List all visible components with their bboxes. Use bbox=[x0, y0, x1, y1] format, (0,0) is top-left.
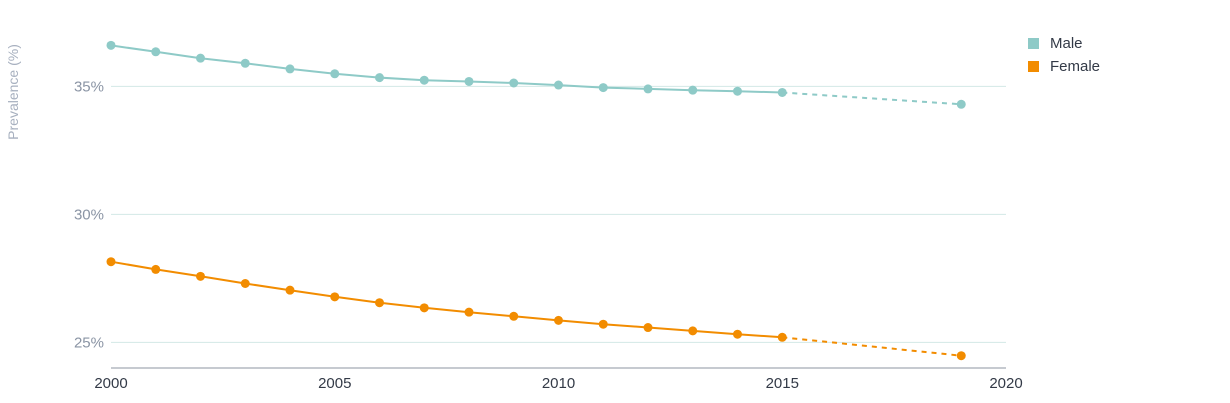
data-point-female[interactable] bbox=[643, 323, 653, 333]
data-point-male[interactable] bbox=[285, 64, 295, 74]
x-tick-label: 2015 bbox=[766, 375, 799, 392]
projection-point-male[interactable] bbox=[956, 99, 966, 109]
data-point-female[interactable] bbox=[330, 292, 340, 302]
y-axis-label: Prevalence (%) bbox=[5, 44, 21, 140]
legend-swatch-female bbox=[1028, 61, 1039, 72]
legend-label-male: Male bbox=[1050, 35, 1083, 52]
data-point-male[interactable] bbox=[733, 86, 742, 96]
data-point-female[interactable] bbox=[777, 332, 787, 342]
data-point-male[interactable] bbox=[598, 83, 608, 93]
data-point-female[interactable] bbox=[151, 264, 161, 274]
data-point-male[interactable] bbox=[240, 58, 250, 68]
data-point-male[interactable] bbox=[375, 73, 384, 83]
series-line-male bbox=[110, 44, 783, 94]
series-male bbox=[106, 40, 966, 109]
series-line-female bbox=[110, 260, 783, 339]
data-point-male[interactable] bbox=[330, 69, 340, 79]
data-point-female[interactable] bbox=[554, 315, 563, 325]
data-point-female[interactable] bbox=[733, 329, 742, 339]
data-point-female[interactable] bbox=[285, 285, 295, 295]
x-tick-label: 2010 bbox=[542, 375, 575, 392]
series-female bbox=[106, 257, 966, 361]
legend-swatch-male bbox=[1028, 38, 1039, 49]
y-tick-label: 35% bbox=[74, 78, 104, 95]
legend-item-female[interactable]: Female bbox=[1028, 55, 1100, 78]
data-point-male[interactable] bbox=[509, 78, 519, 88]
data-point-female[interactable] bbox=[240, 279, 250, 288]
data-point-male[interactable] bbox=[777, 87, 787, 97]
legend-label-female: Female bbox=[1050, 58, 1101, 75]
data-point-male[interactable] bbox=[688, 85, 698, 95]
projection-line-male bbox=[782, 91, 962, 106]
x-tick-label: 2005 bbox=[318, 375, 351, 392]
legend: Male Female bbox=[1028, 32, 1100, 78]
gridlines bbox=[111, 85, 1006, 343]
projection-point-female[interactable] bbox=[956, 351, 966, 361]
data-point-male[interactable] bbox=[196, 53, 205, 63]
y-tick-label: 25% bbox=[74, 334, 104, 351]
x-tick-label: 2020 bbox=[989, 375, 1022, 392]
data-point-male[interactable] bbox=[106, 40, 116, 50]
data-point-female[interactable] bbox=[375, 298, 384, 308]
data-point-female[interactable] bbox=[598, 319, 608, 329]
legend-item-male[interactable]: Male bbox=[1028, 32, 1100, 55]
data-point-female[interactable] bbox=[106, 257, 116, 267]
data-point-female[interactable] bbox=[196, 271, 205, 281]
axes: 25% 30% 35% 2000 2005 2010 2015 2020 bbox=[74, 78, 1023, 392]
data-point-male[interactable] bbox=[464, 76, 474, 86]
projection-line-female bbox=[782, 336, 962, 357]
data-point-male[interactable] bbox=[419, 75, 429, 85]
data-point-male[interactable] bbox=[554, 80, 563, 90]
data-point-male[interactable] bbox=[643, 84, 653, 94]
data-point-female[interactable] bbox=[464, 307, 474, 317]
x-tick-label: 2000 bbox=[94, 375, 127, 392]
data-point-male[interactable] bbox=[151, 47, 161, 57]
y-tick-label: 30% bbox=[74, 206, 104, 223]
data-point-female[interactable] bbox=[509, 311, 519, 321]
series-layer bbox=[106, 40, 966, 361]
data-point-female[interactable] bbox=[688, 326, 698, 336]
data-point-female[interactable] bbox=[419, 303, 429, 313]
